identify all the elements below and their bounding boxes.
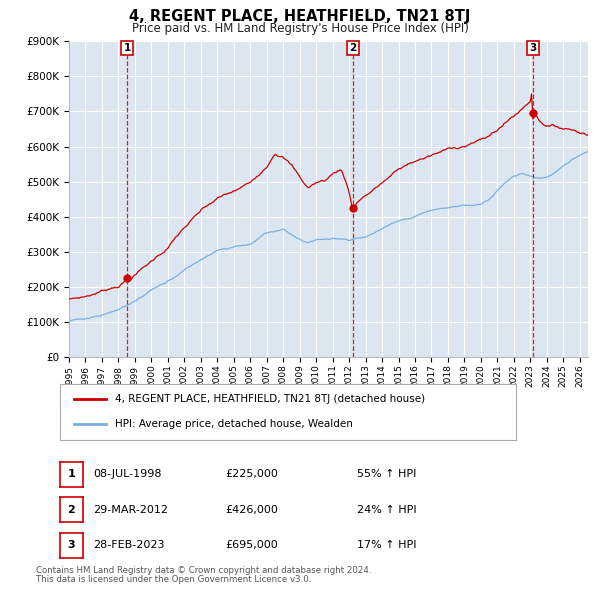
Text: 3: 3	[529, 43, 536, 53]
Text: This data is licensed under the Open Government Licence v3.0.: This data is licensed under the Open Gov…	[36, 575, 311, 584]
Text: 1: 1	[124, 43, 131, 53]
Text: 28-FEB-2023: 28-FEB-2023	[93, 540, 164, 550]
Text: 55% ↑ HPI: 55% ↑ HPI	[357, 470, 416, 479]
Text: Contains HM Land Registry data © Crown copyright and database right 2024.: Contains HM Land Registry data © Crown c…	[36, 566, 371, 575]
Text: 4, REGENT PLACE, HEATHFIELD, TN21 8TJ (detached house): 4, REGENT PLACE, HEATHFIELD, TN21 8TJ (d…	[115, 394, 425, 404]
Text: £695,000: £695,000	[225, 540, 278, 550]
Text: 2: 2	[349, 43, 356, 53]
Text: 17% ↑ HPI: 17% ↑ HPI	[357, 540, 416, 550]
Text: 4, REGENT PLACE, HEATHFIELD, TN21 8TJ: 4, REGENT PLACE, HEATHFIELD, TN21 8TJ	[130, 9, 470, 24]
Text: 1: 1	[68, 470, 75, 479]
Text: 08-JUL-1998: 08-JUL-1998	[93, 470, 161, 479]
Text: 3: 3	[68, 540, 75, 550]
Text: £426,000: £426,000	[225, 505, 278, 514]
Text: HPI: Average price, detached house, Wealden: HPI: Average price, detached house, Weal…	[115, 419, 353, 430]
Text: £225,000: £225,000	[225, 470, 278, 479]
Text: 24% ↑ HPI: 24% ↑ HPI	[357, 505, 416, 514]
Text: 2: 2	[68, 505, 75, 514]
Text: Price paid vs. HM Land Registry's House Price Index (HPI): Price paid vs. HM Land Registry's House …	[131, 22, 469, 35]
Text: 29-MAR-2012: 29-MAR-2012	[93, 505, 168, 514]
